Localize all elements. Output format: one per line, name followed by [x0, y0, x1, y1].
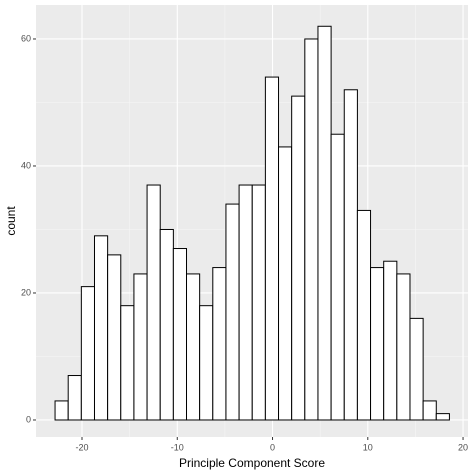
bar [370, 267, 385, 421]
bar [67, 375, 82, 421]
bar [251, 184, 266, 421]
bar [80, 286, 95, 421]
bar [120, 305, 135, 421]
bar [396, 273, 411, 421]
x-tick-label: 0 [270, 442, 275, 452]
bar [186, 273, 201, 421]
bar [422, 400, 437, 421]
bar [133, 273, 148, 421]
bar [278, 146, 293, 421]
bar [146, 184, 161, 421]
bar [304, 38, 319, 421]
bar [435, 413, 450, 421]
x-tick-label: -10 [171, 442, 184, 452]
bar [54, 400, 69, 421]
bar [93, 235, 109, 421]
bar [330, 133, 345, 421]
bar [225, 203, 240, 421]
bar [212, 267, 227, 421]
bar [409, 317, 424, 421]
bar [264, 76, 280, 421]
bar [159, 228, 174, 421]
bar [107, 254, 122, 421]
bar [199, 305, 214, 421]
bar [317, 25, 332, 421]
bar [238, 184, 253, 421]
y-tick-label: 40 [21, 160, 31, 170]
bar [172, 248, 188, 421]
y-tick-label: 0 [26, 414, 31, 424]
x-tick-label: 10 [363, 442, 373, 452]
x-tick-label: 20 [458, 442, 468, 452]
y-tick-label: 20 [21, 287, 31, 297]
bar [343, 89, 358, 421]
y-tick-label: 60 [21, 33, 31, 43]
bar [383, 260, 398, 421]
x-tick-label: -20 [76, 442, 89, 452]
bar [356, 209, 372, 421]
bar [291, 95, 306, 421]
y-axis-title: count [4, 206, 18, 236]
x-axis-title: Principle Component Score [179, 456, 325, 470]
